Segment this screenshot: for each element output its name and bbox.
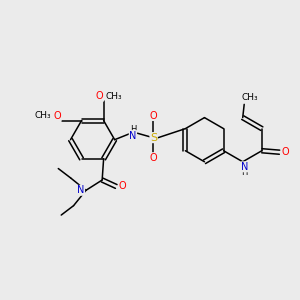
Text: N: N (77, 185, 85, 195)
Text: N: N (129, 130, 137, 141)
Text: O: O (96, 91, 103, 101)
Text: CH₃: CH₃ (242, 93, 258, 102)
Text: H: H (130, 125, 136, 134)
Text: CH₃: CH₃ (34, 111, 51, 120)
Text: O: O (149, 110, 157, 121)
Text: O: O (118, 182, 126, 191)
Text: H: H (242, 168, 248, 177)
Text: O: O (149, 153, 157, 163)
Text: S: S (150, 133, 157, 142)
Text: O: O (282, 147, 289, 157)
Text: O: O (53, 111, 61, 121)
Text: CH₃: CH₃ (106, 92, 122, 100)
Text: N: N (241, 162, 248, 172)
